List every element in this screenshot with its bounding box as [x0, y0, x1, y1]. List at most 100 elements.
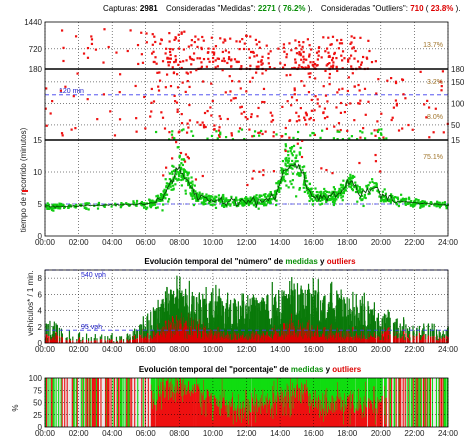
outlier-point — [380, 112, 383, 115]
outlier-point — [324, 69, 327, 73]
measured-point — [268, 199, 272, 203]
x-tick-label: 04:00 — [102, 238, 123, 247]
count-bar-measured — [283, 330, 285, 340]
outlier-point — [74, 35, 78, 38]
count-bar-outliers — [105, 341, 107, 343]
measured-point — [341, 186, 345, 189]
count-bar-measured — [176, 275, 178, 316]
outlier-point — [434, 107, 437, 110]
outlier-point — [174, 37, 178, 40]
measured-point — [214, 200, 217, 203]
measured-point — [370, 178, 374, 181]
count-bar-measured — [280, 323, 282, 337]
reference-line-label: 120 min — [59, 88, 84, 95]
percentage-bar-outliers — [378, 399, 380, 427]
measured-point — [237, 204, 240, 207]
count-bar-measured — [229, 304, 231, 336]
percentage-bar-outliers — [368, 398, 370, 427]
measured-point — [252, 198, 255, 201]
outlier-point — [401, 78, 405, 82]
measured-point — [85, 207, 88, 210]
count-bar-outliers — [72, 340, 74, 343]
count-bar-measured — [429, 328, 432, 337]
measured-point — [175, 173, 178, 176]
count-bar-outliers — [396, 338, 399, 343]
outlier-point — [248, 128, 251, 131]
count-bar-measured — [170, 297, 173, 323]
count-bar-outliers — [45, 340, 47, 343]
outlier-point — [379, 170, 382, 173]
count-bar-outliers — [239, 338, 241, 343]
count-bar-measured — [323, 297, 325, 329]
outlier-point — [364, 113, 367, 116]
count-bar-outliers — [446, 341, 448, 343]
outlier-point — [126, 49, 129, 53]
measured-point — [212, 198, 215, 201]
count-bar-measured — [184, 306, 186, 323]
measured-point — [268, 193, 271, 196]
percentage-bar-measured — [55, 378, 57, 427]
outlier-point — [314, 77, 317, 80]
percentage-bar-measured — [414, 378, 416, 427]
count-bar-outliers — [200, 338, 203, 343]
measured-point — [338, 187, 341, 191]
x-tick-label: 08:00 — [169, 238, 190, 247]
count-bar-measured — [214, 301, 216, 330]
measured-point — [344, 189, 348, 192]
outlier-point — [282, 46, 285, 49]
count-bar-measured — [299, 294, 301, 328]
measured-point — [304, 179, 308, 183]
outlier-point — [161, 60, 165, 63]
measured-point — [336, 130, 339, 133]
measured-point — [319, 190, 323, 193]
percentage-bar-outliers — [385, 397, 387, 427]
measured-point — [48, 206, 51, 209]
outlier-point — [129, 29, 132, 32]
count-bar-measured — [386, 317, 388, 331]
x-tick-label: 16:00 — [304, 429, 325, 438]
measured-point — [229, 203, 232, 206]
measured-point — [277, 181, 280, 184]
measured-point — [263, 195, 267, 198]
count-bar-measured — [289, 304, 292, 325]
outlier-point — [251, 135, 254, 138]
outlier-point — [86, 56, 90, 59]
percentage-bar-outliers — [66, 378, 68, 427]
outlier-point — [419, 70, 422, 73]
outlier-point — [115, 51, 118, 54]
measured-point — [266, 201, 270, 204]
outlier-point — [193, 40, 196, 44]
count-bar-outliers — [113, 342, 115, 343]
count-bar-measured — [120, 336, 123, 340]
measured-point — [333, 199, 337, 202]
outlier-point — [210, 114, 213, 117]
percentage-bar-outliers — [388, 378, 390, 427]
measured-point — [309, 196, 312, 199]
percentage-bar-measured — [424, 378, 426, 427]
outlier-point — [307, 66, 310, 69]
outlier-point — [218, 126, 221, 129]
measured-point — [293, 162, 296, 165]
measured-point — [224, 135, 228, 139]
measured-point — [357, 191, 360, 194]
count-bar-outliers — [110, 339, 112, 343]
count-bar-measured — [187, 312, 189, 335]
count-bar-measured — [190, 311, 192, 327]
count-bar-measured — [330, 283, 332, 326]
outlier-point — [335, 39, 339, 42]
measured-point — [400, 198, 403, 201]
outlier-point — [173, 94, 176, 98]
measured-point — [406, 202, 409, 206]
measured-point — [184, 192, 187, 195]
measured-point — [103, 205, 106, 208]
count-bar-outliers — [129, 340, 131, 343]
percentage-bar-outliers — [402, 378, 404, 427]
measured-point — [396, 198, 400, 201]
percentage-bar-outliers — [338, 399, 340, 427]
percentage-bar-measured — [419, 378, 421, 427]
x-tick-label: 24:00 — [438, 238, 459, 247]
outlier-point — [255, 65, 258, 68]
count-bar-outliers — [309, 330, 311, 343]
count-bar-measured — [318, 320, 320, 338]
